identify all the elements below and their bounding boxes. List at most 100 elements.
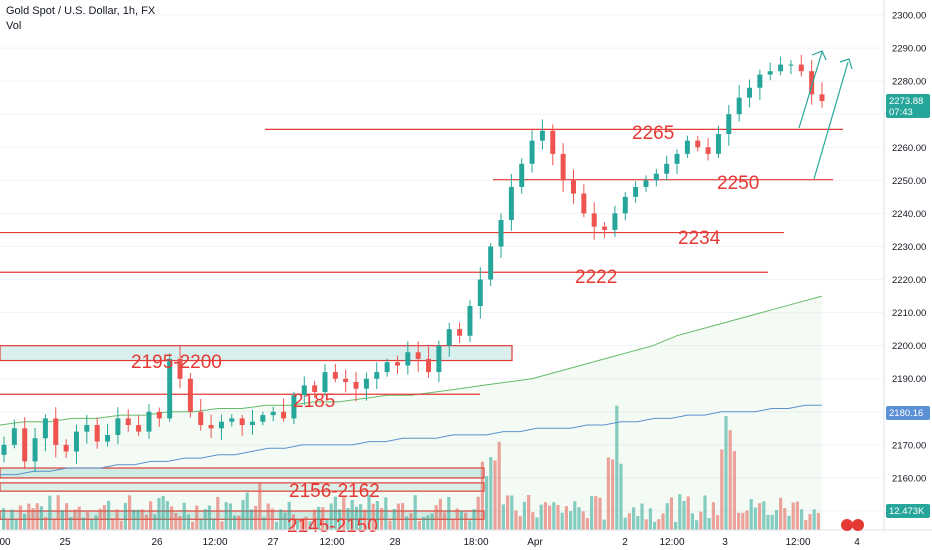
volume-bar xyxy=(212,518,216,530)
time-tick-label: 12:00 xyxy=(202,537,227,548)
volume-bar xyxy=(606,457,610,530)
time-tick-label: 12:00 xyxy=(785,537,810,548)
volume-bar xyxy=(228,503,232,530)
volume-bar xyxy=(493,460,497,530)
candle-body xyxy=(42,418,48,439)
volume-bar xyxy=(741,512,745,530)
volume-bar xyxy=(791,502,795,530)
candle-body xyxy=(757,74,763,88)
candle-body xyxy=(84,425,90,432)
volume-bar xyxy=(665,503,669,530)
candle-body xyxy=(32,438,38,462)
volume-bar xyxy=(321,507,325,530)
volume-bar xyxy=(6,518,10,530)
volume-bar xyxy=(543,502,547,530)
volume-bar xyxy=(779,497,783,530)
annotation-2145-2150: 2145-2150 xyxy=(287,516,378,537)
candle-body xyxy=(146,411,152,432)
volume-bar xyxy=(367,494,371,530)
volume-bar xyxy=(270,508,274,530)
time-tick-label: 4 xyxy=(854,537,860,548)
volume-bar xyxy=(703,495,707,530)
volume-bar xyxy=(371,503,375,530)
candle-body xyxy=(415,352,421,359)
us-flag-icon xyxy=(852,519,864,531)
candle-body xyxy=(94,425,100,442)
volume-bar xyxy=(48,495,52,530)
candle-body xyxy=(467,305,473,336)
volume-bar xyxy=(585,518,589,530)
horizontal-levels[interactable] xyxy=(0,128,843,395)
candle-body xyxy=(726,114,732,135)
price-tick-label: 2250.00 xyxy=(892,176,926,187)
volume-bar xyxy=(60,510,64,530)
candle-body xyxy=(353,382,359,389)
volume-bar xyxy=(577,507,581,530)
volume-bar xyxy=(203,509,207,530)
volume-bar xyxy=(417,521,421,530)
volume-bar xyxy=(569,511,573,530)
time-tick-label: 12:00 xyxy=(659,537,684,548)
candle-body xyxy=(788,64,794,66)
current-price-tag-text: 2273.88 xyxy=(889,96,923,107)
candle-body xyxy=(664,163,670,174)
volume-bar xyxy=(766,514,770,530)
price-tick-label: 2280.00 xyxy=(892,77,926,88)
candle-body xyxy=(105,434,111,442)
volume-bar xyxy=(556,504,560,530)
candle-body xyxy=(156,411,162,419)
volume-bar xyxy=(686,496,690,530)
volume-bar xyxy=(380,507,384,530)
candle-body xyxy=(809,71,815,95)
volume-bar xyxy=(10,509,14,530)
volume-bar xyxy=(695,520,699,530)
candle-body xyxy=(1,444,7,455)
volume-bar xyxy=(291,514,295,530)
volume-bar xyxy=(451,519,455,530)
volume-bar xyxy=(329,503,333,530)
volume-bar xyxy=(90,519,94,530)
volume-bar xyxy=(615,405,619,530)
annotation-2265: 2265 xyxy=(632,123,674,144)
volume-bar xyxy=(375,500,379,530)
candle-body xyxy=(684,140,690,154)
volume-bar xyxy=(39,506,43,530)
candle-body xyxy=(229,418,235,422)
volume-bar xyxy=(275,521,279,530)
volume-value-tag-bg xyxy=(886,504,930,518)
volume-bar xyxy=(501,504,505,530)
volume-bar xyxy=(476,496,480,530)
price-tick-label: 2160.00 xyxy=(892,473,926,484)
candle-body xyxy=(602,226,608,230)
volume-bar xyxy=(653,521,657,530)
volume-bar xyxy=(98,508,102,530)
volume-bar xyxy=(2,508,6,530)
volume-bar xyxy=(489,457,493,530)
volume-bar xyxy=(23,514,27,530)
volume-bar xyxy=(590,496,594,530)
volume-bar xyxy=(165,501,169,530)
volume-bar xyxy=(153,514,157,530)
volume-bar xyxy=(73,509,77,530)
time-tick-label: 3 xyxy=(722,537,728,548)
candle-body xyxy=(653,173,659,181)
chart-legend: Gold Spot / U.S. Dollar, 1h, FX Vol xyxy=(6,4,155,34)
candle-body xyxy=(581,193,587,214)
candle-body xyxy=(322,372,328,392)
time-tick-label: 2 xyxy=(622,537,628,548)
volume-bar xyxy=(678,494,682,530)
volume-bar xyxy=(459,510,463,530)
volume-bar xyxy=(804,520,808,530)
volume-bar xyxy=(195,505,199,530)
volume-bar xyxy=(56,495,60,530)
volume-bar xyxy=(745,510,749,530)
projection-arrows[interactable] xyxy=(798,50,853,180)
volume-bar xyxy=(220,521,224,530)
volume-bar xyxy=(812,509,816,530)
volume-bar xyxy=(480,461,484,530)
volume-bar xyxy=(426,515,430,530)
volume-bar xyxy=(338,509,342,530)
price-tick-label: 2190.00 xyxy=(892,374,926,385)
annotation-2222: 2222 xyxy=(575,267,617,288)
